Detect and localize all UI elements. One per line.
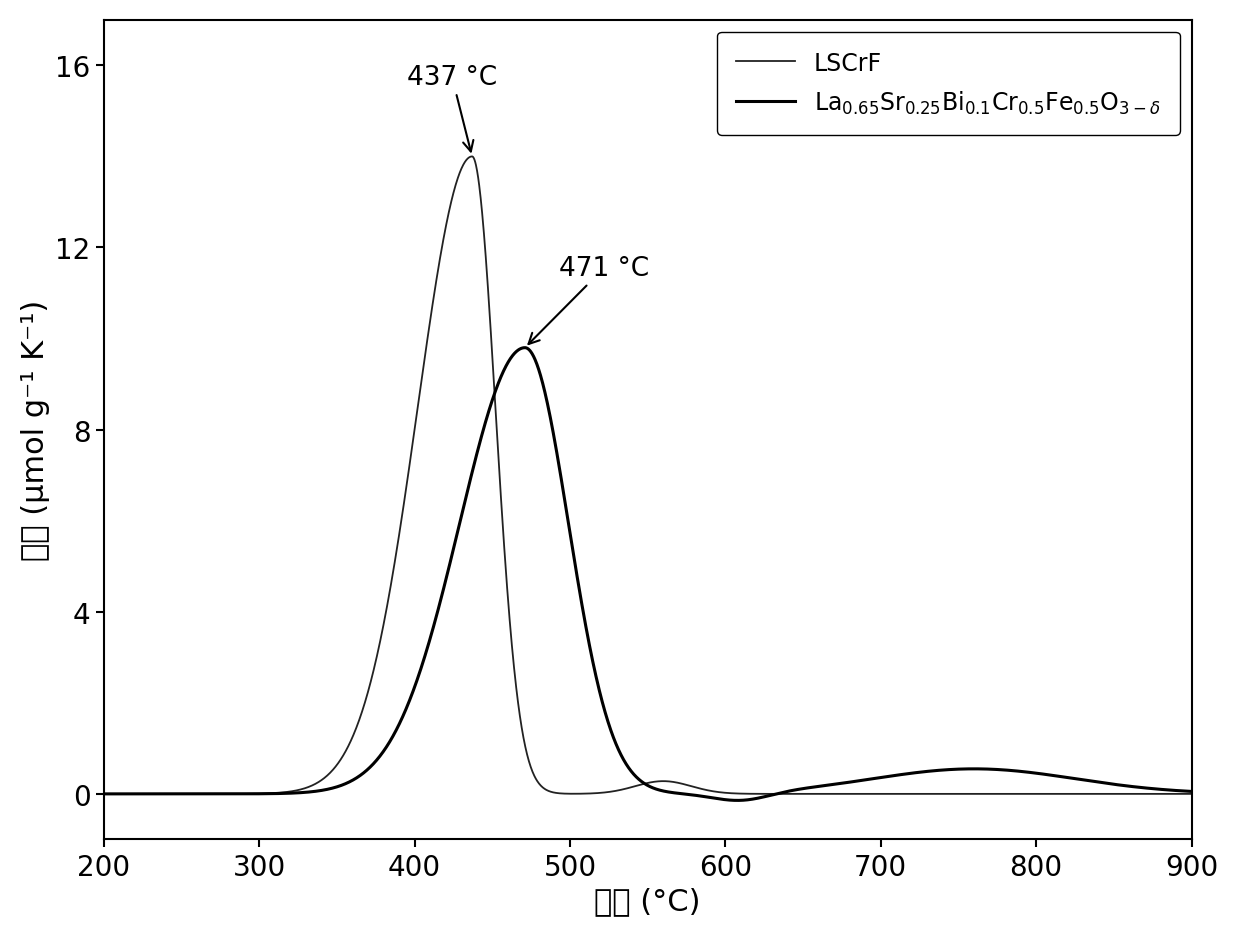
LSCrF xyxy=(1163,788,1178,799)
La$_{0.65}$Sr$_{0.25}$Bi$_{0.1}$Cr$_{0.5}$Fe$_{0.5}$O$_{3-\delta}$ xyxy=(97,788,112,799)
La$_{0.65}$Sr$_{0.25}$Bi$_{0.1}$Cr$_{0.5}$Fe$_{0.5}$O$_{3-\delta}$ xyxy=(518,343,533,354)
Text: 437 °C: 437 °C xyxy=(406,65,497,153)
La$_{0.65}$Sr$_{0.25}$Bi$_{0.1}$Cr$_{0.5}$Fe$_{0.5}$O$_{3-\delta}$ xyxy=(730,795,745,806)
La$_{0.65}$Sr$_{0.25}$Bi$_{0.1}$Cr$_{0.5}$Fe$_{0.5}$O$_{3-\delta}$ xyxy=(285,787,300,798)
La$_{0.65}$Sr$_{0.25}$Bi$_{0.1}$Cr$_{0.5}$Fe$_{0.5}$O$_{3-\delta}$ xyxy=(561,518,576,529)
LSCrF xyxy=(97,788,112,799)
La$_{0.65}$Sr$_{0.25}$Bi$_{0.1}$Cr$_{0.5}$Fe$_{0.5}$O$_{3-\delta}$ xyxy=(1046,770,1061,782)
Legend: LSCrF, La$_{0.65}$Sr$_{0.25}$Bi$_{0.1}$Cr$_{0.5}$Fe$_{0.5}$O$_{3-\delta}$: LSCrF, La$_{0.65}$Sr$_{0.25}$Bi$_{0.1}$C… xyxy=(717,33,1180,136)
LSCrF xyxy=(221,788,235,799)
LSCrF xyxy=(285,785,300,797)
LSCrF xyxy=(1184,788,1199,799)
X-axis label: 温度 (°C): 温度 (°C) xyxy=(595,886,701,915)
Text: 471 °C: 471 °C xyxy=(529,256,649,344)
LSCrF xyxy=(514,720,529,731)
La$_{0.65}$Sr$_{0.25}$Bi$_{0.1}$Cr$_{0.5}$Fe$_{0.5}$O$_{3-\delta}$ xyxy=(513,344,528,355)
Line: LSCrF: LSCrF xyxy=(104,157,1192,794)
La$_{0.65}$Sr$_{0.25}$Bi$_{0.1}$Cr$_{0.5}$Fe$_{0.5}$O$_{3-\delta}$ xyxy=(1163,784,1178,796)
La$_{0.65}$Sr$_{0.25}$Bi$_{0.1}$Cr$_{0.5}$Fe$_{0.5}$O$_{3-\delta}$ xyxy=(221,788,235,799)
LSCrF xyxy=(561,788,576,799)
Y-axis label: 强度 (μmol g⁻¹ K⁻¹): 强度 (μmol g⁻¹ K⁻¹) xyxy=(21,300,50,561)
La$_{0.65}$Sr$_{0.25}$Bi$_{0.1}$Cr$_{0.5}$Fe$_{0.5}$O$_{3-\delta}$ xyxy=(1184,786,1199,797)
LSCrF xyxy=(465,152,479,163)
Line: La$_{0.65}$Sr$_{0.25}$Bi$_{0.1}$Cr$_{0.5}$Fe$_{0.5}$O$_{3-\delta}$: La$_{0.65}$Sr$_{0.25}$Bi$_{0.1}$Cr$_{0.5… xyxy=(104,348,1192,800)
LSCrF xyxy=(1046,788,1061,799)
